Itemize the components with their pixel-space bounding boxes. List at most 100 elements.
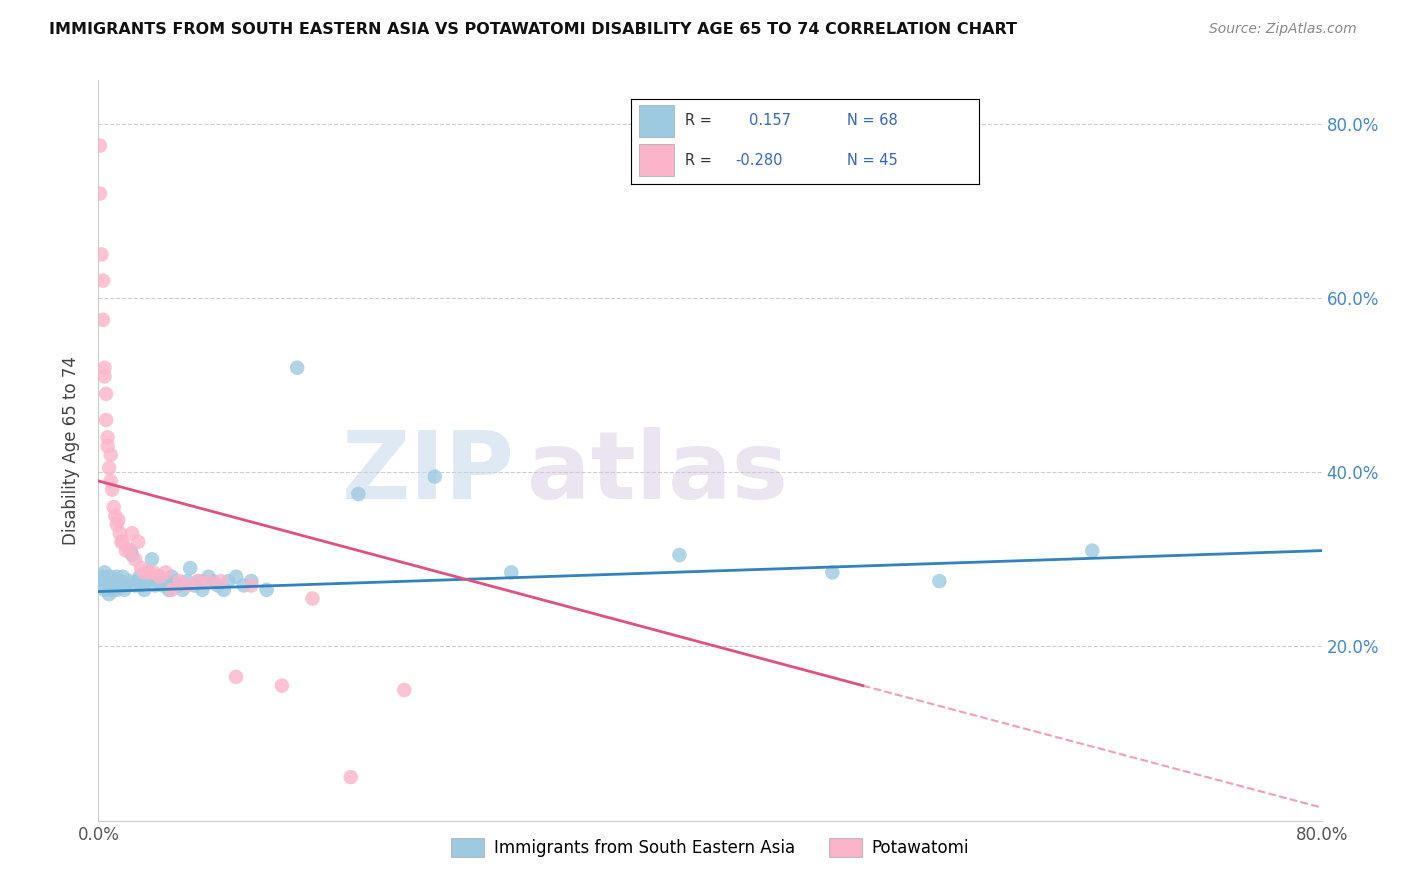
Point xyxy=(94,578,117,592)
Point xyxy=(134,566,156,580)
Point xyxy=(115,578,138,592)
Point xyxy=(191,582,214,597)
Point xyxy=(187,574,209,588)
Point xyxy=(155,574,177,588)
Point xyxy=(176,574,198,588)
Point xyxy=(125,574,148,588)
Point xyxy=(1081,543,1104,558)
Point xyxy=(103,574,125,588)
Point xyxy=(240,578,263,592)
Point xyxy=(101,483,124,497)
Point xyxy=(821,566,844,580)
Point xyxy=(136,574,159,588)
Point xyxy=(97,430,120,444)
Point xyxy=(103,582,125,597)
Point xyxy=(160,582,183,597)
Point xyxy=(107,578,129,592)
Point xyxy=(285,360,308,375)
Text: IMMIGRANTS FROM SOUTH EASTERN ASIA VS POTAWATOMI DISABILITY AGE 65 TO 74 CORRELA: IMMIGRANTS FROM SOUTH EASTERN ASIA VS PO… xyxy=(49,22,1017,37)
Point xyxy=(143,578,166,592)
Point xyxy=(93,566,115,580)
Point xyxy=(97,439,120,453)
Point xyxy=(105,582,128,597)
Point xyxy=(90,247,112,261)
Point xyxy=(91,578,114,592)
Point xyxy=(392,683,416,698)
Point xyxy=(188,574,211,588)
Point xyxy=(423,469,446,483)
Point xyxy=(212,582,235,597)
Point xyxy=(169,574,191,588)
Point xyxy=(105,517,128,532)
Y-axis label: Disability Age 65 to 74: Disability Age 65 to 74 xyxy=(62,356,80,545)
Point xyxy=(928,574,950,588)
Point xyxy=(145,574,167,588)
Point xyxy=(129,578,152,592)
Point xyxy=(138,566,160,580)
Point xyxy=(138,570,160,584)
Point xyxy=(124,552,146,566)
Point xyxy=(100,448,122,462)
Point xyxy=(97,570,120,584)
Point xyxy=(98,587,121,601)
Point xyxy=(225,670,247,684)
Point xyxy=(202,574,225,588)
Point xyxy=(339,770,361,784)
Point xyxy=(118,543,141,558)
Point xyxy=(301,591,323,606)
Point xyxy=(98,574,121,588)
Legend: Immigrants from South Eastern Asia, Potawatomi: Immigrants from South Eastern Asia, Pota… xyxy=(444,831,976,864)
Point xyxy=(110,578,132,592)
Point xyxy=(101,582,124,597)
Point xyxy=(184,578,207,592)
Point xyxy=(128,570,150,584)
Point xyxy=(668,548,690,562)
Point xyxy=(141,552,163,566)
Point xyxy=(89,574,111,588)
Point xyxy=(207,578,229,592)
Point xyxy=(90,570,112,584)
Point xyxy=(89,186,111,201)
Point xyxy=(160,570,183,584)
Point xyxy=(256,582,278,597)
Point xyxy=(209,574,232,588)
Point xyxy=(163,574,186,588)
Point xyxy=(142,566,165,580)
Point xyxy=(197,570,219,584)
Point xyxy=(225,570,247,584)
Point xyxy=(111,570,134,584)
Point xyxy=(129,561,152,575)
Point xyxy=(217,574,239,588)
Point xyxy=(149,570,172,584)
Point xyxy=(108,526,131,541)
Text: ZIP: ZIP xyxy=(342,426,515,518)
Point xyxy=(112,582,135,597)
Point xyxy=(93,369,115,384)
Point xyxy=(172,582,194,597)
Point xyxy=(94,387,117,401)
Point xyxy=(270,679,292,693)
Point xyxy=(110,535,132,549)
Point xyxy=(89,138,111,153)
Point xyxy=(120,543,142,558)
Point xyxy=(93,582,115,597)
Point xyxy=(127,535,149,549)
Point xyxy=(100,570,122,584)
Point xyxy=(91,313,114,327)
Point xyxy=(105,570,128,584)
Point xyxy=(152,578,174,592)
Text: Source: ZipAtlas.com: Source: ZipAtlas.com xyxy=(1209,22,1357,37)
Point xyxy=(157,582,180,597)
Point xyxy=(93,360,115,375)
Point xyxy=(149,570,172,584)
Text: atlas: atlas xyxy=(526,426,787,518)
Point xyxy=(91,274,114,288)
Point xyxy=(104,508,127,523)
Point xyxy=(240,574,263,588)
Point xyxy=(100,578,122,592)
Point xyxy=(108,574,131,588)
Point xyxy=(179,561,201,575)
Point xyxy=(111,535,134,549)
Point xyxy=(155,566,177,580)
Point xyxy=(100,474,122,488)
